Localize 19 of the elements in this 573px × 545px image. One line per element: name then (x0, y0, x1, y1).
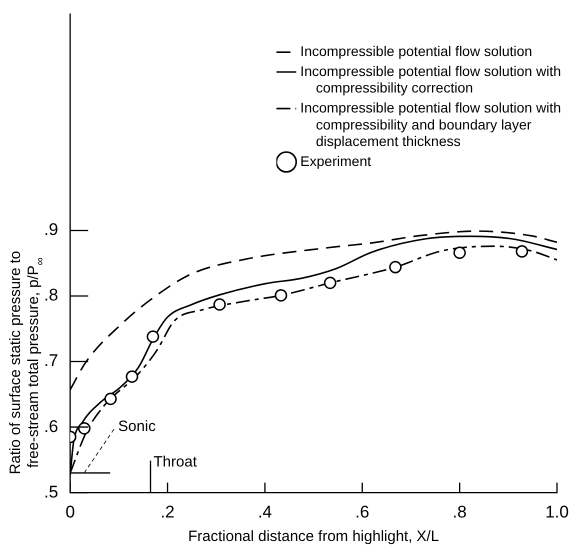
legend-label: Experiment (300, 152, 372, 169)
x-tick-label: 0 (65, 502, 75, 522)
legend-label: Incompressible potential flow solution with compressibility correction (300, 62, 562, 96)
y-tick-label: .8 (44, 286, 58, 305)
y-tick-label: .9 (44, 220, 58, 240)
x-tick-label: 1.0 (545, 502, 569, 522)
legend-label: Sonic (118, 418, 156, 436)
legend-label: Incompressible potential flow solution with compressibility and boundary layer displacement thickness (300, 99, 562, 150)
y-tick-label: .6 (44, 416, 58, 436)
x-axis-title: Fractional distance from highlight, X/L (188, 528, 440, 545)
x-tick-label: .6 (355, 502, 370, 522)
y-tick-label: .7 (44, 351, 58, 370)
x-tick-label: .4 (258, 502, 272, 522)
y-axis-title: Ratio of surface static pressure to free-stream total pressure, p/P∞ (7, 250, 46, 474)
legend-label: Incompressible potential flow solution (300, 43, 532, 60)
y-tick-label: .5 (44, 482, 58, 502)
x-tick-label: .2 (160, 502, 175, 522)
ref-line-label: Throat (154, 454, 198, 471)
x-tick-label: .8 (452, 502, 467, 522)
